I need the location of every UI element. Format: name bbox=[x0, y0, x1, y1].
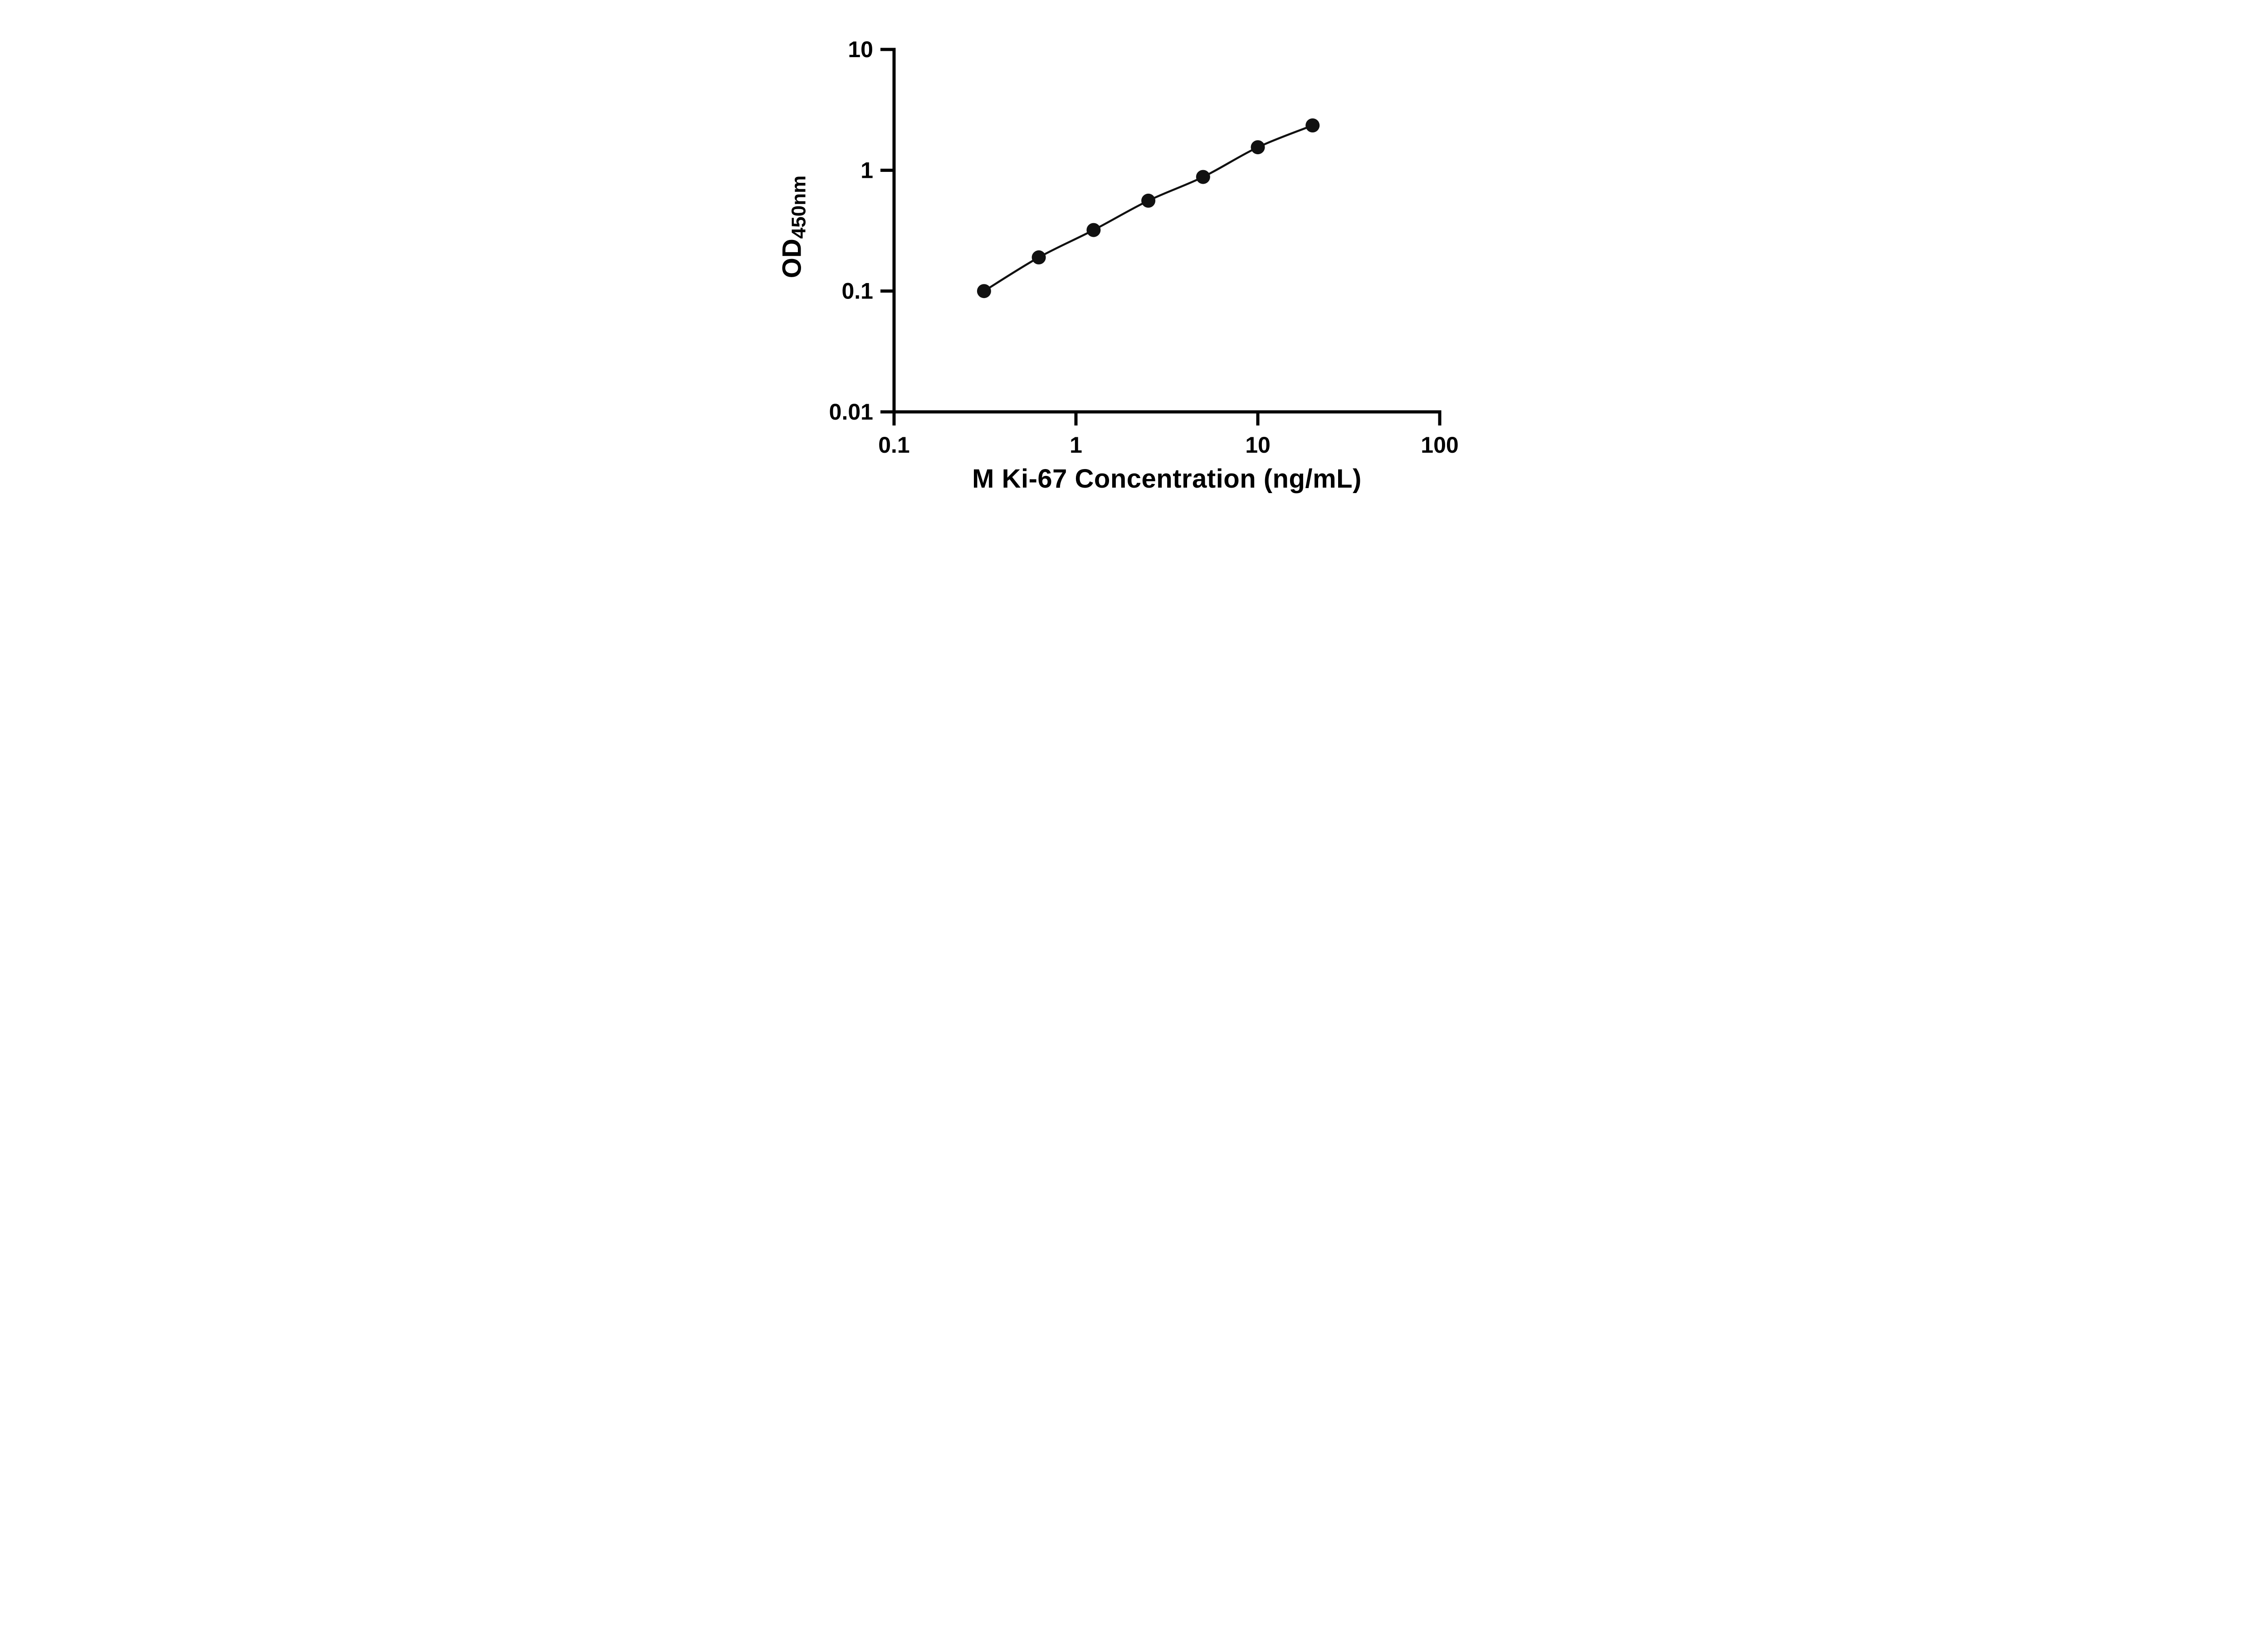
data-point bbox=[1141, 193, 1156, 208]
x-axis-title: M Ki-67 Concentration (ng/mL) bbox=[972, 464, 1362, 494]
x-tick-label: 0.1 bbox=[878, 432, 910, 458]
y-tick-label: 0.01 bbox=[829, 399, 873, 425]
y-tick-label: 1 bbox=[860, 157, 873, 183]
data-point bbox=[1196, 170, 1210, 184]
x-tick-label: 1 bbox=[1070, 432, 1082, 458]
axes bbox=[892, 48, 1442, 414]
y-axis-title-sub: 450nm bbox=[787, 175, 810, 239]
data-point bbox=[1086, 223, 1101, 237]
data-point bbox=[1251, 140, 1265, 155]
x-tick-label: 100 bbox=[1421, 432, 1458, 458]
y-axis-title-main: OD bbox=[777, 239, 807, 279]
data-point bbox=[1031, 250, 1046, 264]
y-tick-label: 0.1 bbox=[841, 279, 873, 304]
y-axis-title: OD450nm bbox=[777, 175, 810, 279]
y-tick-label: 10 bbox=[848, 37, 873, 62]
x-tick-label: 10 bbox=[1245, 432, 1271, 458]
data-point bbox=[1305, 118, 1320, 132]
standard-curve-chart: 0.1 1 10 100 0.01 0.1 1 10 M Ki-67 Concentratio… bbox=[745, 0, 1523, 544]
data-point bbox=[977, 284, 991, 298]
